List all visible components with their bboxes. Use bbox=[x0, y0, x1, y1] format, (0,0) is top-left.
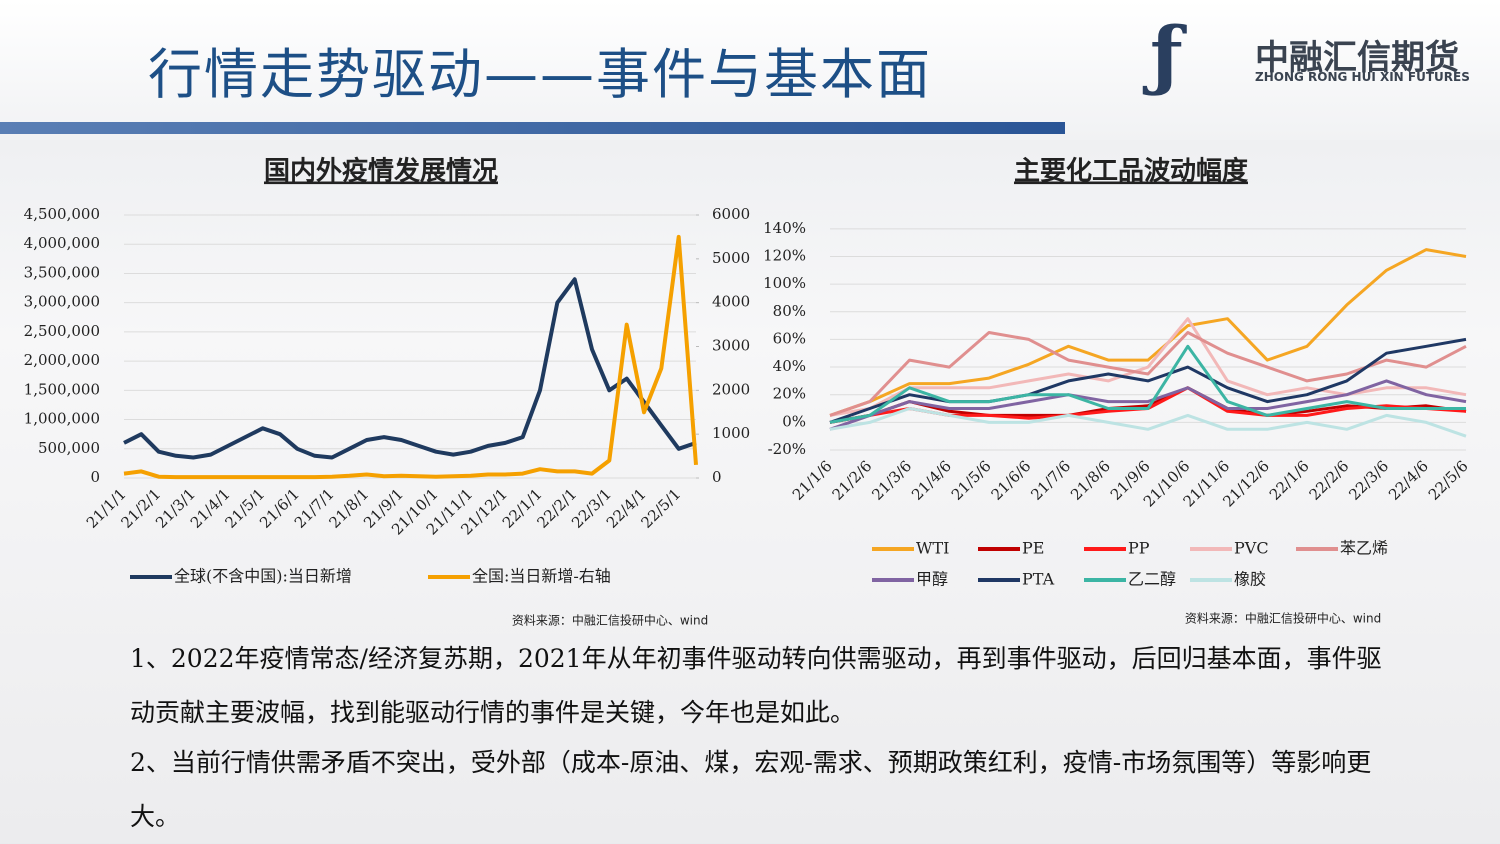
y-tick-label: 4,500,000 bbox=[24, 205, 100, 223]
x-tick-label: 21/8/6 bbox=[1067, 457, 1114, 504]
legend-label: 苯乙烯 bbox=[1340, 539, 1388, 558]
legend-label: PE bbox=[1022, 539, 1044, 558]
logo-mark: ƒ bbox=[1150, 10, 1183, 99]
chart-title: 国内外疫情发展情况 bbox=[264, 156, 498, 187]
legend-label: 橡胶 bbox=[1234, 570, 1266, 589]
y-tick-label: 20% bbox=[773, 385, 806, 403]
y-tick-label: 0 bbox=[90, 468, 100, 486]
chart-title: 主要化工品波动幅度 bbox=[1014, 156, 1248, 187]
source: 资料来源：中融汇信投研中心、wind bbox=[512, 613, 708, 628]
y-tick-label: 2,000,000 bbox=[24, 351, 100, 369]
x-tick-label: 22/2/6 bbox=[1306, 457, 1353, 504]
series-line bbox=[829, 337, 1467, 424]
legend-label: PVC bbox=[1234, 539, 1269, 558]
x-tick-label: 21/4/6 bbox=[908, 457, 955, 504]
legend-label: 全国:当日新增-右轴 bbox=[472, 567, 611, 586]
y-tick-label: 3,000,000 bbox=[24, 293, 100, 311]
x-tick-label: 21/7/6 bbox=[1027, 457, 1074, 504]
series-line bbox=[829, 317, 1467, 417]
series-line bbox=[829, 331, 1467, 417]
logo-name: 中融汇信期货 bbox=[1255, 38, 1459, 78]
y2-tick-label: 4000 bbox=[712, 293, 750, 311]
legend-label: PTA bbox=[1022, 570, 1055, 589]
paragraph: 2、当前行情供需矛盾不突出，受外部（成本-原油、煤，宏观-需求、预期政策红利，疫… bbox=[130, 748, 1372, 831]
x-tick-label: 21/6/6 bbox=[988, 457, 1035, 504]
y-tick-label: 4,000,000 bbox=[24, 234, 100, 252]
x-tick-label: 22/5/1 bbox=[637, 485, 684, 532]
series-line bbox=[829, 379, 1467, 431]
y-tick-label: 0% bbox=[782, 412, 806, 430]
slide-title: 行情走势驱动——事件与基本面 bbox=[148, 43, 932, 106]
series-line bbox=[123, 277, 697, 460]
y-tick-label: 100% bbox=[763, 274, 806, 292]
legend-label: 甲醇 bbox=[916, 570, 948, 589]
header bbox=[0, 0, 1500, 140]
y-tick-label: 500,000 bbox=[38, 439, 100, 457]
y-tick-label: 80% bbox=[773, 302, 806, 320]
paragraph: 1、2022年疫情常态/经济复苏期，2021年从年初事件驱动转向供需驱动，再到事… bbox=[130, 644, 1382, 727]
y2-tick-label: 3000 bbox=[712, 337, 750, 355]
x-tick-label: 21/2/6 bbox=[829, 457, 876, 504]
x-tick-label: 21/5/6 bbox=[948, 457, 995, 504]
y-tick-label: 1,500,000 bbox=[24, 380, 100, 398]
y-tick-label: 60% bbox=[773, 329, 806, 347]
y2-tick-label: 0 bbox=[712, 468, 722, 486]
x-tick-label: 22/1/6 bbox=[1266, 457, 1313, 504]
y-tick-label: 140% bbox=[763, 219, 806, 237]
x-tick-label: 22/4/6 bbox=[1385, 457, 1432, 504]
logo-sub: ZHONG RONG HUI XIN FUTURES bbox=[1255, 70, 1470, 84]
y-tick-label: -20% bbox=[768, 440, 806, 458]
header-bar bbox=[0, 122, 1065, 134]
y2-tick-label: 2000 bbox=[712, 380, 750, 398]
y-tick-label: 3,500,000 bbox=[24, 263, 100, 281]
x-tick-label: 22/5/6 bbox=[1425, 457, 1472, 504]
legend-label: 全球(不含中国):当日新增 bbox=[174, 567, 352, 586]
legend-label: WTI bbox=[916, 539, 949, 558]
series-line bbox=[123, 234, 698, 480]
legend-label: PP bbox=[1128, 539, 1150, 558]
x-tick-label: 22/3/6 bbox=[1345, 457, 1392, 504]
y-tick-label: 1,000,000 bbox=[24, 410, 100, 428]
y2-tick-label: 5000 bbox=[712, 249, 750, 267]
y2-tick-label: 6000 bbox=[712, 205, 750, 223]
y-tick-label: 120% bbox=[763, 246, 806, 264]
series-line bbox=[829, 248, 1467, 417]
x-tick-label: 21/1/6 bbox=[789, 457, 836, 504]
x-tick-label: 21/3/6 bbox=[868, 457, 915, 504]
series-line bbox=[829, 407, 1467, 438]
y-tick-label: 2,500,000 bbox=[24, 322, 100, 340]
legend-label: 乙二醇 bbox=[1128, 570, 1176, 589]
y2-tick-label: 1000 bbox=[712, 424, 750, 442]
y-tick-label: 40% bbox=[773, 357, 806, 375]
series-line bbox=[829, 344, 1466, 424]
source: 资料来源：中融汇信投研中心、wind bbox=[1185, 611, 1381, 626]
